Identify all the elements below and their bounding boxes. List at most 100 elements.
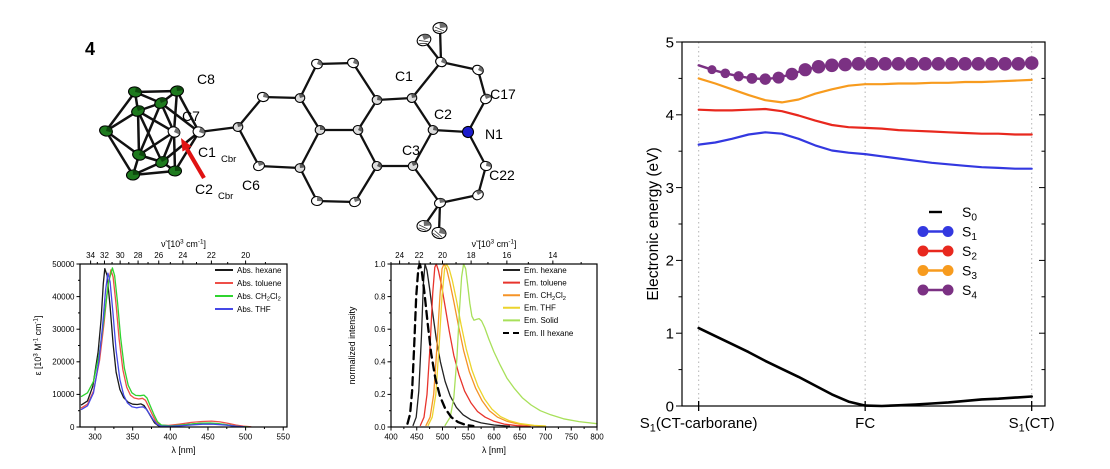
legend-label: S2 [962, 243, 977, 262]
carbon-atom [347, 57, 359, 69]
cage-bond [175, 90, 201, 133]
marker-s4 [1011, 57, 1026, 71]
tspan-shape: 2 [971, 251, 977, 262]
bond [376, 96, 413, 102]
legend-item: S0 [929, 204, 977, 223]
x-tick-label: 550 [277, 433, 291, 442]
tspan-shape: ν̃ [10 [472, 239, 491, 249]
path-shape [320, 125, 325, 130]
tspan-shape: 1 [1019, 423, 1025, 435]
top-tick-label: 34 [86, 251, 95, 260]
tspan-shape: 3 [180, 239, 184, 246]
bond [316, 199, 356, 204]
bond [299, 97, 321, 131]
top-tick-label: 14 [548, 251, 557, 260]
path-shape [199, 127, 205, 134]
atom-label-c17: C17 [490, 86, 516, 102]
top-tick-label: 28 [134, 251, 143, 260]
electronic-energy-diagram: S1(CT-carborane) FC S1(CT)012345Electronic… [640, 34, 1055, 435]
carbon-atom [416, 219, 432, 233]
top-tick-label: 22 [207, 251, 216, 260]
y-axis-title: normalized intensity [347, 306, 357, 384]
top-tick-label: 20 [438, 251, 447, 260]
bond [352, 62, 378, 101]
marker-s4 [825, 58, 839, 73]
legend-label: Em. II hexane [524, 329, 574, 338]
boron-atom [167, 165, 183, 177]
tspan-shape: 2 [267, 297, 270, 303]
x-tick-label: 550 [462, 433, 476, 442]
line-shape [418, 227, 426, 231]
legend-label: S3 [962, 262, 977, 281]
plot-frame [681, 41, 1046, 407]
atom-label-c1cbr-sub: Cbr [221, 154, 236, 165]
carbon-atom [256, 91, 270, 103]
bond [466, 98, 488, 133]
y-tick-label: 1.0 [374, 260, 386, 269]
tspan-shape: Abs. hexane [237, 266, 282, 275]
boron-atom [125, 169, 141, 181]
line-shape [434, 29, 442, 33]
tspan-shape: Em. II hexane [524, 329, 574, 338]
path-shape [158, 97, 167, 103]
carbon-atom [371, 95, 383, 105]
marker-s4 [798, 63, 812, 77]
x-tick-label: 800 [590, 433, 604, 442]
molecule-structure-panel: 4 C8 C7 C6 C1 C2 C3 C17 N1 C22 C1 Cbr C2… [85, 21, 516, 240]
absorption-spectra-chart: 300 350 400 450 500 550 0 10000 20000 30000 40000 5… [33, 239, 291, 455]
path-shape [317, 59, 323, 66]
legend-label: Em. toluene [524, 278, 567, 287]
bond [298, 167, 319, 202]
tspan-shape: Cl [270, 292, 278, 301]
tspan-shape: 2 [278, 297, 281, 303]
tspan-shape: 1 [650, 423, 656, 435]
series-em_par_hexane [406, 262, 475, 428]
tspan-shape: cm [33, 324, 43, 338]
legend-item: Abs. THF [215, 305, 271, 314]
x-axis-title: λ [nm] [482, 445, 506, 455]
y-tick-label: 50000 [52, 260, 75, 269]
tspan-shape: 3 [971, 271, 977, 282]
boron-atom [127, 86, 143, 98]
series-s3 [697, 77, 1033, 104]
bond [439, 193, 479, 205]
x-tick-label: 600 [487, 433, 501, 442]
carbon-atom [314, 125, 326, 135]
atom-label-c2cbr-sub: Cbr [218, 191, 233, 202]
tspan-shape: ] [33, 316, 43, 318]
x-tick-label: 700 [539, 433, 553, 442]
path-shape [299, 163, 305, 168]
path-shape [377, 162, 382, 169]
cage-bond [136, 110, 164, 163]
series-em_toluene [419, 263, 531, 427]
tspan-shape: Em. hexane [524, 266, 567, 275]
path-shape [263, 92, 269, 99]
carbon-atom [253, 160, 265, 172]
tspan-shape: Em. Solid [524, 316, 558, 325]
legend-label: Abs. toluene [237, 279, 282, 288]
carbon-atom [294, 93, 306, 103]
x-tick-label: 450 [201, 433, 215, 442]
y-tick-label: 20000 [52, 358, 75, 367]
boron-atom [99, 125, 113, 137]
carbon-atom [433, 197, 447, 209]
marker-s4 [918, 57, 932, 71]
legend-label: Em. THF [524, 304, 556, 313]
tspan-shape: -1 [508, 239, 514, 246]
molecule-atoms [99, 21, 493, 240]
tspan-shape: S [962, 243, 971, 259]
molecule-labels: 4 C8 C7 C6 C1 C2 C3 C17 N1 C22 C1 Cbr C2… [85, 39, 516, 202]
carbon-atom [472, 64, 484, 76]
series-em_solid [444, 263, 598, 427]
c2cbr-arrow [181, 138, 206, 180]
bond [237, 96, 264, 128]
atom-label-c6: C6 [242, 177, 260, 193]
path-shape [237, 122, 243, 127]
x-tick-label: 450 [410, 433, 424, 442]
legend-sample-dot [917, 245, 929, 257]
y-axis-title: ε [103 M-1 cm-1] [33, 316, 43, 376]
line-shape [432, 232, 440, 238]
path-shape [176, 86, 184, 91]
series-em_thf [427, 263, 547, 427]
tspan-shape: Em. toluene [524, 278, 567, 287]
